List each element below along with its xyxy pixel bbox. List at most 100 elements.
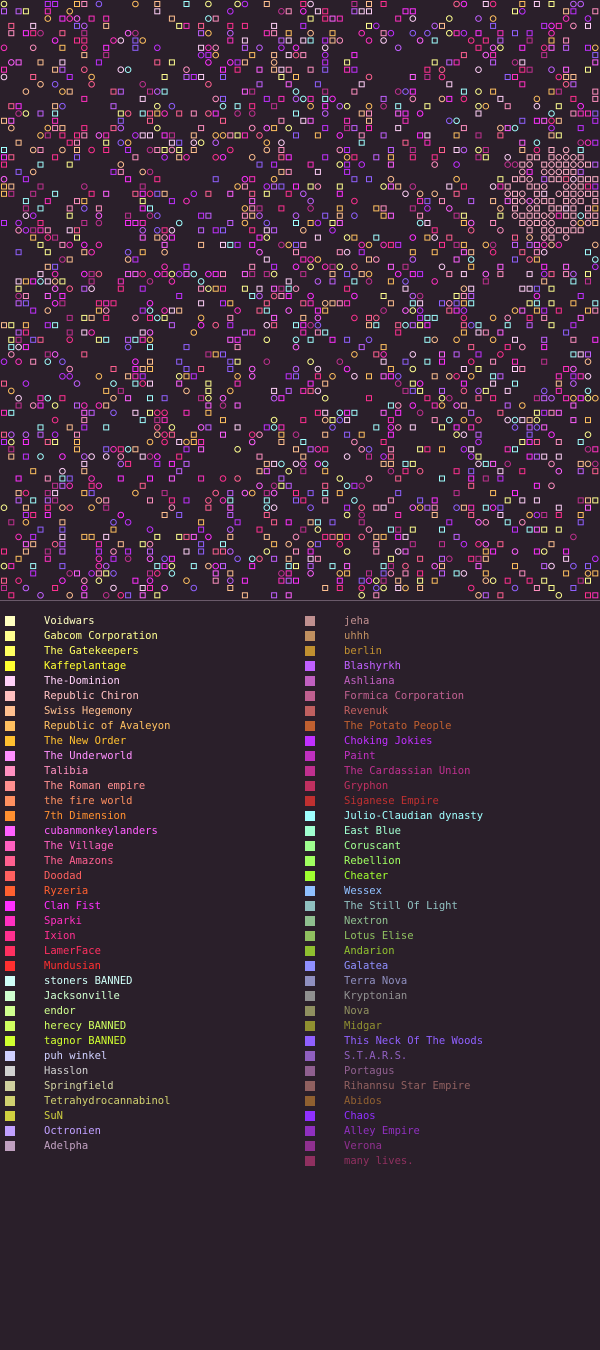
map-planet[interactable]	[592, 592, 599, 599]
map-planet[interactable]	[147, 366, 153, 372]
map-planet[interactable]	[533, 292, 541, 300]
map-planet[interactable]	[278, 147, 285, 153]
map-planet[interactable]	[212, 489, 219, 497]
map-planet[interactable]	[125, 460, 132, 467]
map-planet[interactable]	[183, 409, 190, 416]
map-planet[interactable]	[29, 44, 37, 52]
map-planet[interactable]	[51, 416, 59, 424]
map-planet[interactable]	[329, 30, 336, 37]
map-planet[interactable]	[59, 15, 66, 22]
map-planet[interactable]	[125, 373, 132, 380]
map-planet[interactable]	[548, 161, 555, 168]
map-planet[interactable]	[424, 446, 431, 453]
map-planet[interactable]	[344, 117, 351, 124]
map-planet[interactable]	[30, 30, 37, 37]
map-planet[interactable]	[103, 300, 110, 307]
map-planet[interactable]	[139, 592, 146, 599]
map-planet[interactable]	[66, 241, 73, 249]
map-planet[interactable]	[585, 417, 591, 424]
map-planet[interactable]	[512, 234, 518, 241]
map-planet[interactable]	[95, 270, 103, 278]
map-planet[interactable]	[439, 241, 445, 248]
map-planet[interactable]	[183, 344, 190, 351]
map-planet[interactable]	[373, 314, 380, 322]
map-planet[interactable]	[497, 124, 504, 132]
map-planet[interactable]	[504, 154, 512, 161]
map-planet[interactable]	[81, 468, 88, 475]
map-planet[interactable]	[263, 490, 270, 497]
map-planet[interactable]	[168, 322, 175, 329]
map-planet[interactable]	[52, 322, 59, 329]
map-planet[interactable]	[570, 190, 577, 197]
map-planet[interactable]	[125, 220, 132, 226]
map-planet[interactable]	[271, 460, 278, 467]
map-planet[interactable]	[592, 117, 599, 124]
map-planet[interactable]	[147, 358, 153, 365]
map-planet[interactable]	[81, 409, 88, 416]
map-planet[interactable]	[490, 460, 497, 467]
map-planet[interactable]	[59, 541, 66, 548]
map-planet[interactable]	[541, 512, 548, 518]
map-planet[interactable]	[380, 37, 387, 44]
map-planet[interactable]	[154, 8, 161, 15]
map-planet[interactable]	[409, 322, 416, 329]
map-planet[interactable]	[329, 95, 336, 103]
map-planet[interactable]	[533, 1, 540, 7]
map-planet[interactable]	[161, 227, 168, 234]
map-planet[interactable]	[44, 512, 51, 518]
map-planet[interactable]	[584, 219, 592, 227]
map-planet[interactable]	[161, 88, 168, 95]
map-planet[interactable]	[541, 409, 548, 416]
map-planet[interactable]	[263, 307, 270, 314]
map-planet[interactable]	[205, 380, 212, 387]
map-planet[interactable]	[1, 154, 7, 161]
map-planet[interactable]	[176, 154, 183, 161]
map-planet[interactable]	[519, 249, 526, 256]
map-planet[interactable]	[351, 409, 358, 416]
map-planet[interactable]	[533, 285, 540, 292]
map-planet[interactable]	[212, 577, 219, 584]
map-planet[interactable]	[373, 256, 380, 263]
map-planet[interactable]	[132, 132, 139, 139]
map-planet[interactable]	[263, 321, 271, 329]
map-planet[interactable]	[88, 409, 95, 416]
map-planet[interactable]	[110, 380, 117, 387]
map-planet[interactable]	[278, 44, 285, 52]
map-planet[interactable]	[387, 175, 395, 183]
map-planet[interactable]	[519, 147, 526, 153]
map-planet[interactable]	[95, 402, 103, 409]
map-planet[interactable]	[358, 344, 365, 351]
map-planet[interactable]	[37, 59, 44, 66]
map-planet[interactable]	[387, 424, 395, 431]
map-planet[interactable]	[351, 234, 358, 241]
map-planet[interactable]	[358, 584, 366, 592]
map-planet[interactable]	[198, 44, 205, 51]
map-planet[interactable]	[37, 453, 44, 460]
map-planet[interactable]	[570, 219, 577, 227]
map-planet[interactable]	[256, 212, 263, 219]
map-planet[interactable]	[570, 365, 577, 373]
map-planet[interactable]	[59, 504, 66, 512]
map-planet[interactable]	[300, 526, 307, 533]
map-planet[interactable]	[88, 73, 95, 81]
map-planet[interactable]	[168, 424, 176, 431]
map-planet[interactable]	[22, 548, 29, 555]
map-planet[interactable]	[373, 424, 380, 431]
map-planet[interactable]	[307, 300, 314, 307]
map-planet[interactable]	[322, 307, 329, 314]
map-planet[interactable]	[585, 307, 591, 314]
map-planet[interactable]	[161, 314, 168, 321]
map-planet[interactable]	[453, 256, 460, 263]
map-planet[interactable]	[526, 424, 533, 431]
map-planet[interactable]	[81, 205, 88, 212]
map-planet[interactable]	[497, 212, 504, 219]
map-planet[interactable]	[511, 161, 519, 168]
map-planet[interactable]	[249, 563, 256, 570]
map-planet[interactable]	[540, 219, 548, 227]
map-planet[interactable]	[467, 358, 475, 366]
map-planet[interactable]	[74, 227, 80, 234]
map-planet[interactable]	[322, 154, 329, 161]
map-planet[interactable]	[541, 176, 548, 183]
map-planet[interactable]	[563, 198, 570, 205]
map-planet[interactable]	[183, 366, 190, 372]
